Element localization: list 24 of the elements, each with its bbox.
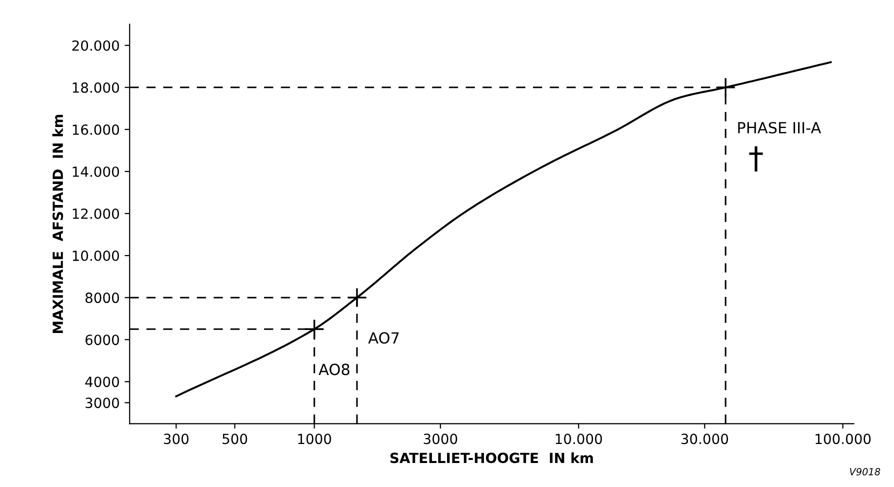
y-tick-label: 4000 — [85, 376, 119, 388]
x-tick-label: 30.000 — [681, 434, 728, 444]
x-tick-label: 300 — [164, 434, 188, 444]
y-axis-title: MAXIMALE AFSTAND IN km — [52, 114, 64, 334]
x-tick-label: 100.000 — [816, 434, 871, 444]
y-tick-label: 18.000 — [72, 82, 119, 93]
x-tick-label: 3000 — [424, 434, 458, 444]
annotation: † — [749, 146, 763, 172]
annotation: AO8 — [318, 364, 350, 376]
y-tick-label: 12.000 — [72, 208, 119, 219]
x-tick-label: 500 — [222, 434, 248, 444]
x-tick-label: 1000 — [298, 434, 332, 444]
y-tick-label: 3000 — [86, 398, 119, 408]
y-tick-label: 10.000 — [72, 250, 119, 262]
annotation: AO7 — [368, 332, 399, 344]
y-tick-label: 6000 — [86, 334, 119, 346]
annotation: PHASE III-A — [738, 122, 822, 134]
y-tick-label: 20.000 — [72, 40, 119, 51]
y-tick-label: 16.000 — [72, 124, 119, 135]
y-tick-label: 8000 — [86, 292, 119, 304]
x-axis-title: SATELLIET-HOOGTE IN km — [390, 452, 593, 464]
y-tick-label: 14.000 — [72, 166, 119, 177]
x-tick-label: 10.000 — [556, 434, 602, 444]
text: V9018 — [850, 468, 880, 476]
